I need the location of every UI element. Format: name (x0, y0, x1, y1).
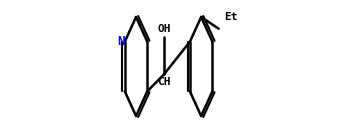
Text: Et: Et (225, 12, 238, 22)
Text: OH: OH (157, 24, 171, 34)
Text: N: N (117, 35, 125, 48)
Text: CH: CH (157, 77, 171, 87)
